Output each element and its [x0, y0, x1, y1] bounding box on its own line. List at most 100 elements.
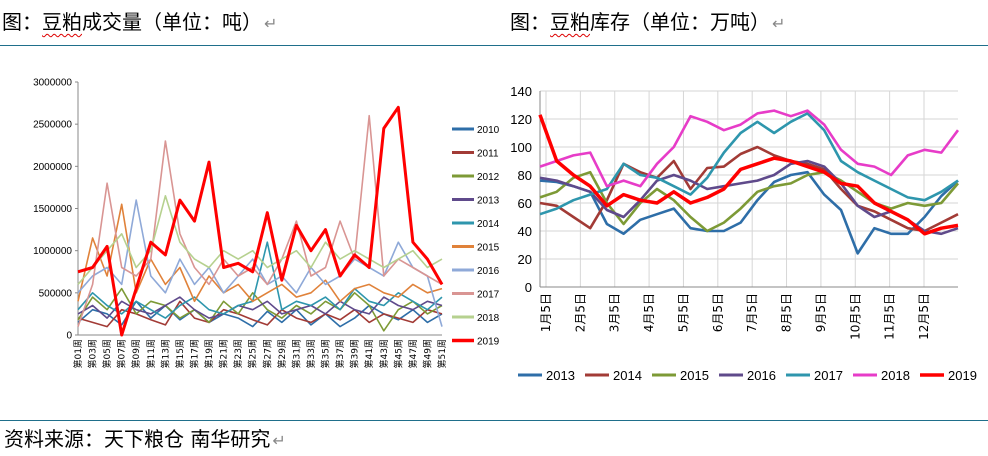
legend-label-2015: 2015: [680, 368, 709, 383]
legend-label-2016: 2016: [477, 266, 500, 277]
x-tick-label: 3月5日: [608, 293, 622, 332]
y-tick-label: 2500000: [33, 120, 72, 131]
series-line-2012: [77, 287, 443, 332]
series-line-2016: [539, 159, 959, 236]
legend-label-2018: 2018: [881, 368, 910, 383]
legend-label-2012: 2012: [477, 172, 500, 183]
series-line-2018: [539, 109, 960, 188]
legend-label-2014: 2014: [477, 219, 500, 230]
legend-label-2019: 2019: [477, 337, 500, 348]
source-text: 资料来源：天下粮仓 南华研究: [4, 427, 271, 451]
x-tick-label: 第45周: [392, 339, 404, 368]
inventory-chart: 0 20 40 60 80 100 120 140 1月5日 2月5日 3月5日 4月5日 5月5日 6月…: [510, 84, 977, 383]
x-tick-label: 第33周: [305, 339, 317, 368]
x-tick-label: 6月5日: [711, 293, 725, 332]
series-line-2019: [77, 105, 444, 337]
legend-label-2015: 2015: [477, 243, 500, 254]
y-tick-label: 120: [510, 112, 532, 127]
series-line-2015: [539, 170, 959, 233]
legend-label-2010: 2010: [477, 125, 500, 136]
x-tick-label: 第21周: [218, 339, 230, 368]
series-line-2014: [539, 145, 959, 233]
right-chart-caption: 图：豆粕库存（单位：万吨） ↵: [510, 8, 785, 38]
right-caption-prefix: 图：: [510, 10, 550, 34]
series-line-2010: [77, 300, 443, 328]
x-tick-label: 第37周: [334, 339, 346, 368]
y-tick-label: 500000: [39, 288, 73, 299]
x-tick-label: 7月5日: [745, 293, 759, 332]
x-tick-label: 第47周: [407, 339, 419, 368]
x-tick-label: 5月5日: [676, 293, 690, 332]
x-tick-label: 第39周: [349, 339, 361, 368]
legend-label-2011: 2011: [477, 149, 499, 160]
x-tick-label: 第07周: [116, 339, 128, 368]
x-tick-label: 第09周: [130, 339, 142, 368]
return-mark-icon: ↵: [772, 14, 786, 33]
header-divider: [0, 45, 988, 46]
source-note: 资料来源：天下粮仓 南华研究 ↵: [4, 425, 286, 455]
series-line-2019: [538, 114, 959, 236]
series-line-2017: [77, 114, 443, 327]
series-line-2015: [77, 203, 443, 303]
left-caption-rest: 成交量（单位：吨）: [82, 10, 262, 34]
x-tick-label: 第15周: [174, 339, 186, 368]
y-tick-label: 2000000: [33, 162, 72, 173]
left-chart-caption: 图：豆粕成交量（单位：吨） ↵: [2, 8, 277, 38]
x-tick-label: 第35周: [320, 339, 332, 368]
y-tick-label: 1500000: [33, 204, 72, 215]
right-caption-keyword: 豆粕: [550, 10, 590, 34]
return-mark-icon: ↵: [272, 431, 286, 450]
x-tick-label: 4月5日: [642, 293, 656, 332]
x-tick-label: 第11周: [145, 339, 157, 368]
x-tick-label: 第19周: [203, 339, 215, 368]
x-tick-label: 第41周: [363, 339, 375, 368]
legend-label-2019: 2019: [948, 368, 977, 383]
x-tick-label: 第51周: [436, 339, 448, 368]
legend-label-2013: 2013: [477, 196, 500, 207]
y-tick-label: 0: [66, 331, 72, 342]
x-tick-label: 11月5日: [883, 293, 897, 340]
right-caption-rest: 库存（单位：万吨）: [590, 10, 770, 34]
return-mark-icon: ↵: [264, 14, 278, 33]
y-tick-label: 140: [510, 84, 532, 99]
legend-label-2017: 2017: [814, 368, 843, 383]
legend-label-2016: 2016: [747, 368, 776, 383]
y-tick-label: 60: [518, 196, 532, 211]
legend-label-2018: 2018: [477, 313, 500, 324]
x-tick-label: 2月5日: [573, 293, 587, 332]
left-caption-prefix: 图：: [2, 10, 42, 34]
x-tick-label: 第13周: [159, 339, 171, 368]
y-tick-label: 20: [518, 252, 532, 267]
x-tick-label: 第29周: [276, 339, 288, 368]
legend-label-2017: 2017: [477, 290, 500, 301]
y-tick-label: 40: [518, 224, 532, 239]
footer-divider: [0, 420, 988, 421]
x-tick-label: 10月5日: [848, 293, 862, 340]
x-tick-label: 第23周: [232, 339, 244, 368]
legend-label-2014: 2014: [613, 368, 642, 383]
x-tick-label: 9月5日: [814, 293, 828, 332]
x-tick-label: 第25周: [247, 339, 259, 368]
y-tick-label: 100: [510, 140, 532, 155]
series-line-2013: [539, 170, 959, 255]
x-tick-label: 第31周: [290, 339, 302, 368]
y-tick-label: 0: [525, 280, 532, 295]
series-line-2016: [77, 199, 443, 327]
x-tick-label: 第49周: [421, 339, 433, 368]
x-tick-label: 8月5日: [780, 293, 794, 332]
left-caption-keyword: 豆粕: [42, 10, 82, 34]
series-line-2013: [77, 296, 443, 319]
x-tick-label: 第03周: [87, 339, 99, 368]
x-tick-label: 第27周: [261, 339, 273, 368]
legend-label-2013: 2013: [546, 368, 575, 383]
x-tick-label: 1月5日: [539, 293, 553, 332]
y-tick-label: 80: [518, 168, 532, 183]
x-tick-label: 第01周: [72, 339, 84, 368]
y-tick-label: 3000000: [33, 78, 72, 89]
series-line-2018: [77, 195, 443, 285]
x-tick-label: 第17周: [188, 339, 200, 368]
y-tick-label: 1000000: [33, 246, 72, 257]
x-tick-label: 第43周: [378, 339, 390, 368]
x-tick-label: 第05周: [101, 339, 113, 368]
trading-volume-chart: 0 500000 1000000 1500000 2000000 2500000 30000…: [33, 78, 500, 369]
